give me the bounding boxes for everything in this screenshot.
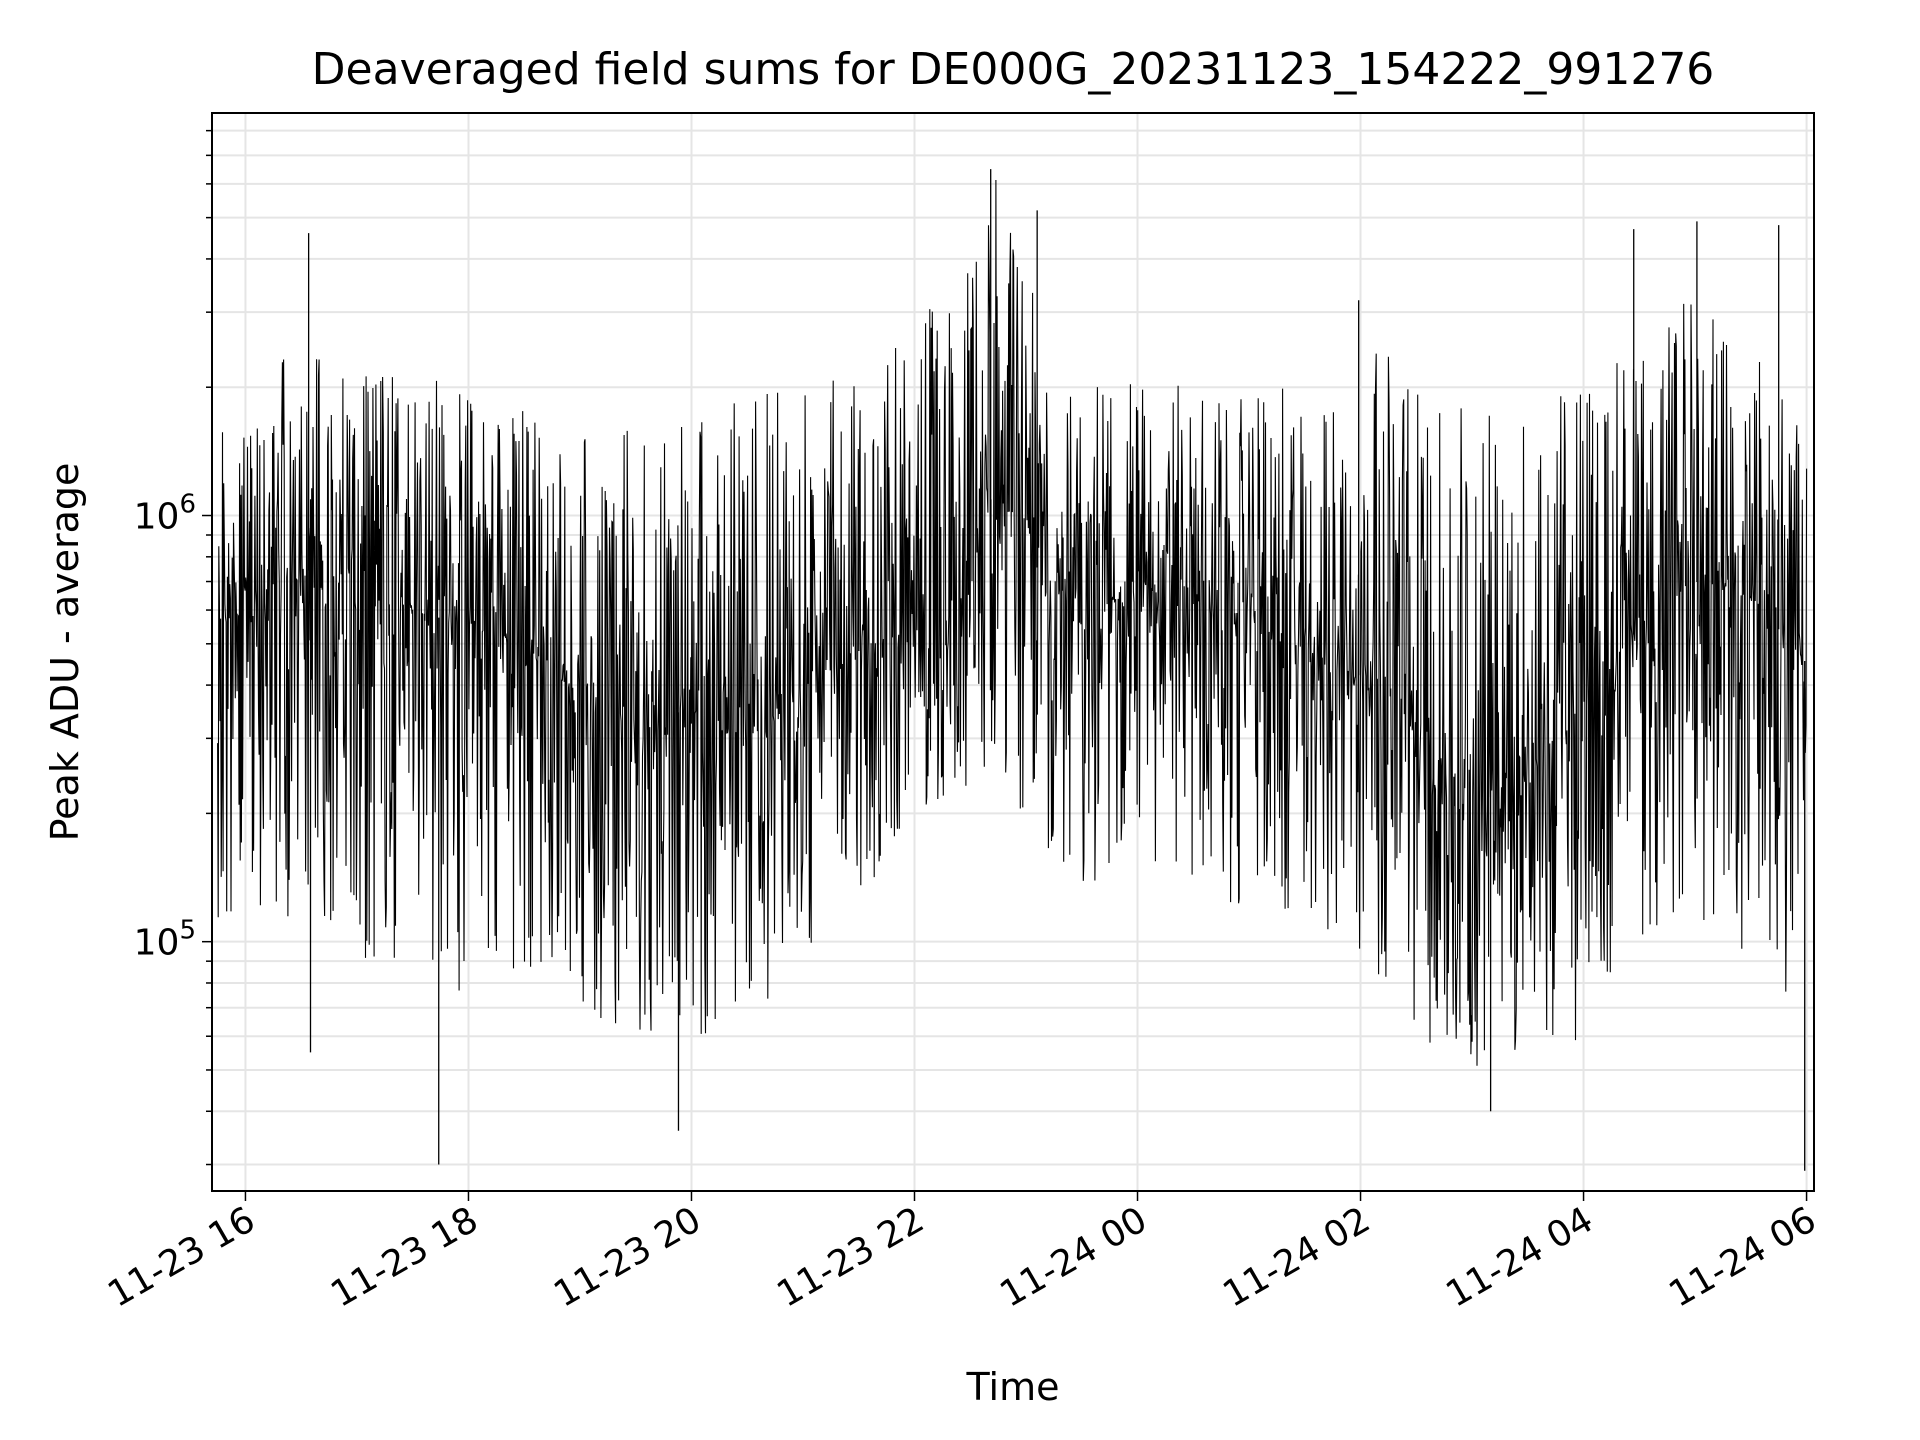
y-tick-label: 106 xyxy=(134,490,196,538)
plot-frame xyxy=(211,112,1815,1192)
data-series xyxy=(217,169,1808,1171)
y-tick-label: 105 xyxy=(134,916,196,964)
y-axis-label: Peak ADU - average xyxy=(43,463,87,842)
x-axis-label: Time xyxy=(966,1365,1060,1409)
chart-title: Deaveraged field sums for DE000G_2023112… xyxy=(312,44,1715,95)
series-line xyxy=(217,179,1808,1066)
